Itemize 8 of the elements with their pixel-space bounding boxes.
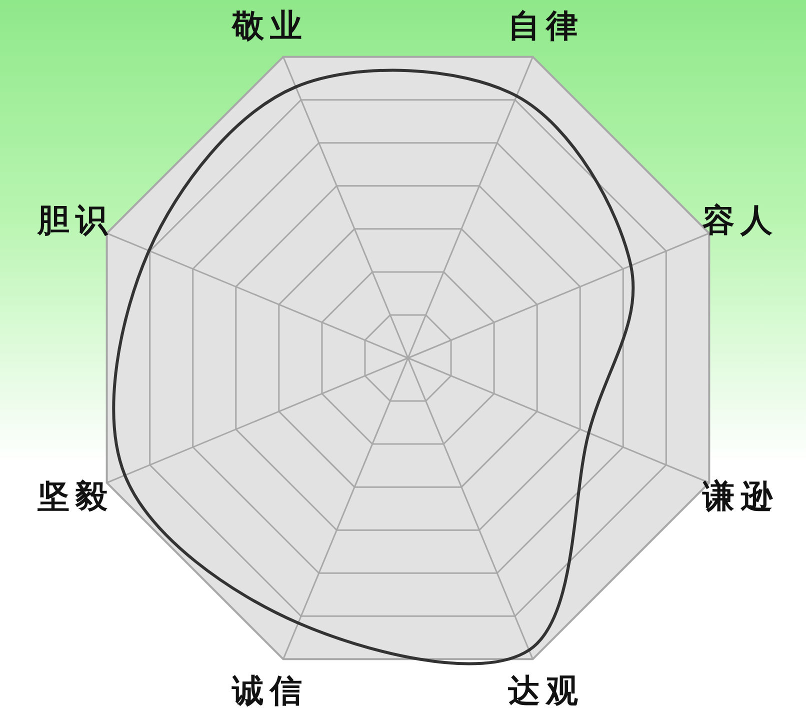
spoke-label: 坚毅 [36,476,114,515]
spoke-label: 诚信 [231,672,308,710]
spoke-label: 胆识 [36,201,114,240]
spoke-label: 谦逊 [702,476,779,515]
spoke-label: 自律 [508,6,584,44]
spoke-label: 敬业 [231,6,308,44]
spoke-label: 达观 [506,672,584,710]
spoke-label: 容人 [702,201,779,240]
